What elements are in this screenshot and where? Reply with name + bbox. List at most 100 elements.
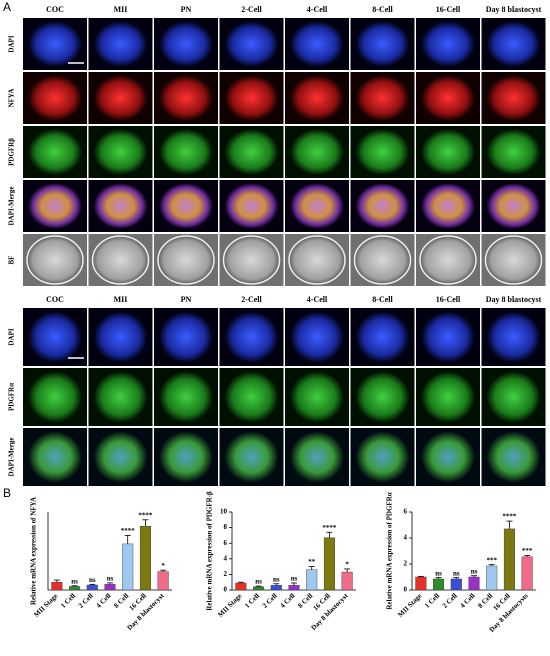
micrograph xyxy=(88,180,153,232)
column-header: 8-Cell xyxy=(372,5,393,14)
micrograph xyxy=(350,368,415,426)
x-tick-label: 4 Cell xyxy=(279,592,297,610)
micrograph xyxy=(23,18,87,70)
significance: **** xyxy=(502,513,517,521)
bar xyxy=(139,525,151,591)
micrograph xyxy=(350,180,415,232)
significance: **** xyxy=(138,511,153,519)
micrograph xyxy=(23,72,87,124)
column-header: PN xyxy=(181,5,192,14)
column-header: MII xyxy=(114,5,128,14)
row-label: NFYA xyxy=(8,89,16,108)
micrograph xyxy=(88,72,153,124)
micrograph xyxy=(88,428,153,486)
column-header: 16-Cell xyxy=(436,5,461,14)
column-header: 4-Cell xyxy=(307,295,328,304)
bar xyxy=(288,585,300,591)
micrograph xyxy=(88,234,153,286)
column-header: COC xyxy=(46,295,64,304)
y-tick-label: 6 xyxy=(224,539,228,547)
y-tick-label: 10 xyxy=(220,508,228,516)
column-header: 2-Cell xyxy=(241,5,262,14)
y-tick-label: 2 xyxy=(224,570,228,578)
y-axis-label: Relative mRNA expression of NFYA xyxy=(30,497,38,605)
bar xyxy=(450,578,462,591)
micrograph xyxy=(88,126,153,178)
y-tick-label: 4 xyxy=(224,554,228,562)
micrograph xyxy=(481,180,546,232)
micrograph xyxy=(219,180,284,232)
bar xyxy=(503,528,515,591)
row-label: DAPI xyxy=(8,328,16,345)
micrograph xyxy=(416,428,480,486)
micrograph xyxy=(481,428,546,486)
micrograph xyxy=(416,72,480,124)
bar xyxy=(468,576,480,591)
column-header: PN xyxy=(181,295,192,304)
x-tick-label: MII Stage xyxy=(216,592,243,619)
micrograph xyxy=(416,234,480,286)
x-tick-label: 1 Cell xyxy=(423,592,441,610)
bar xyxy=(323,537,335,591)
bar xyxy=(86,584,98,591)
bar xyxy=(253,586,265,591)
x-tick-label: 2 Cell xyxy=(77,592,95,610)
bar xyxy=(235,582,247,591)
micrograph xyxy=(416,180,480,232)
significance: ns xyxy=(255,578,262,586)
significance: ns xyxy=(435,569,442,577)
bar xyxy=(433,578,445,591)
micrograph xyxy=(154,72,218,124)
micrograph xyxy=(416,18,480,70)
micrograph xyxy=(481,308,546,366)
micrograph xyxy=(481,126,546,178)
bar xyxy=(270,585,282,591)
x-tick-label: MII Stage xyxy=(396,592,423,619)
bar xyxy=(69,586,81,591)
micrograph xyxy=(350,72,415,124)
y-tick-label: 0 xyxy=(224,586,228,594)
micrograph xyxy=(350,428,415,486)
bar xyxy=(521,556,533,591)
micrograph xyxy=(416,308,480,366)
micrograph xyxy=(219,308,284,366)
column-header: 4-Cell xyxy=(307,5,328,14)
significance: **** xyxy=(322,524,337,532)
x-tick-label: 1 Cell xyxy=(59,592,77,610)
y-axis-label: Relative mRNA expression of PDGFR-β xyxy=(206,491,214,611)
x-tick-label: 2 Cell xyxy=(441,592,459,610)
y-tick-label: 0 xyxy=(404,586,408,594)
x-tick-label: 4 Cell xyxy=(95,592,113,610)
micrograph xyxy=(416,368,480,426)
column-header: 16-Cell xyxy=(436,295,461,304)
bar xyxy=(415,576,427,591)
micrograph xyxy=(154,126,218,178)
micrograph xyxy=(285,428,349,486)
micrograph xyxy=(481,18,546,70)
row-label: PDGFRβ xyxy=(8,138,16,166)
micrograph xyxy=(285,368,349,426)
micrograph xyxy=(285,308,349,366)
micrograph xyxy=(285,180,349,232)
significance: ns xyxy=(89,576,96,584)
micrograph xyxy=(481,72,546,124)
significance: ns xyxy=(273,575,280,583)
micrograph xyxy=(154,428,218,486)
micrograph xyxy=(219,428,284,486)
y-axis-label: Relative mRNA expression of PDGFRα xyxy=(386,492,394,609)
significance: ns xyxy=(453,569,460,577)
row-label: DAPI-Merge xyxy=(8,187,16,226)
significance: * xyxy=(345,561,349,569)
micrograph xyxy=(88,18,153,70)
bar xyxy=(157,571,169,591)
x-tick-label: 1 Cell xyxy=(243,592,261,610)
micrograph xyxy=(219,18,284,70)
micrograph xyxy=(350,308,415,366)
row-label: BF xyxy=(8,256,16,265)
column-header: COC xyxy=(46,5,64,14)
x-tick-label: 2 Cell xyxy=(261,592,279,610)
column-header: 8-Cell xyxy=(372,295,393,304)
y-tick-label: 8 xyxy=(224,523,228,531)
y-tick-label: 4 xyxy=(404,534,408,542)
